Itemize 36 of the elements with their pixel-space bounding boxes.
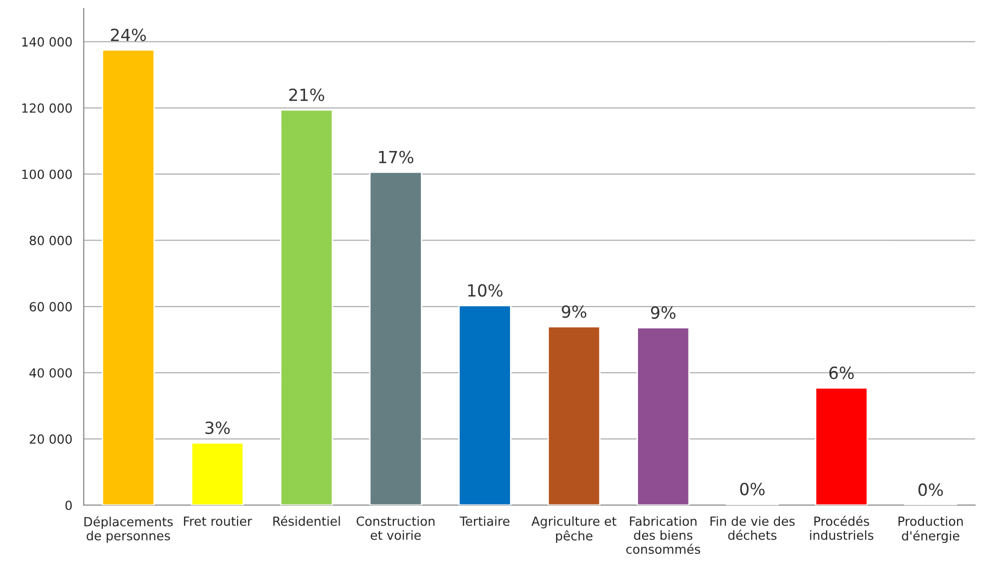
annotation: 6% bbox=[829, 366, 854, 380]
bar bbox=[102, 49, 155, 506]
x-tick-label: Résidentiel bbox=[273, 516, 340, 526]
y-tick-label: 40 000 bbox=[29, 368, 72, 378]
annotation: 0% bbox=[740, 482, 765, 496]
y-tick-label: 20 000 bbox=[30, 434, 72, 444]
y-tick-label: 120 000 bbox=[22, 103, 72, 113]
annotation: 3% bbox=[205, 422, 230, 434]
x-tick-label: Construction et voirie bbox=[356, 516, 434, 540]
bar bbox=[369, 171, 422, 506]
x-tick-label: Tertiaire bbox=[460, 516, 510, 526]
x-tick-label: Fret routier bbox=[184, 516, 252, 526]
annotation: 9% bbox=[562, 305, 586, 318]
annotation: 17% bbox=[379, 150, 414, 164]
annotation: 9% bbox=[650, 306, 676, 319]
bar bbox=[280, 109, 334, 506]
y-tick-label: 80 000 bbox=[30, 236, 72, 246]
annotation: 10% bbox=[468, 284, 502, 297]
bar bbox=[458, 304, 512, 506]
y-tick-label: 0 bbox=[65, 500, 72, 510]
y-tick-label: 140 000 bbox=[22, 37, 72, 47]
annotation: 21% bbox=[289, 88, 324, 102]
x-tick-label: Agriculture et pêche bbox=[531, 516, 616, 543]
bar bbox=[814, 387, 868, 506]
x-tick-label: Fabrication des biens consommés bbox=[626, 516, 700, 554]
annotation: 0% bbox=[918, 483, 943, 496]
x-tick-label: Fin de vie des déchets bbox=[710, 516, 795, 540]
x-tick-label: Production d'énergie bbox=[898, 516, 963, 543]
x-tick-label: Procédés industriels bbox=[810, 516, 874, 540]
bar bbox=[547, 326, 601, 506]
x-tick-label: Déplacements de personnes bbox=[84, 516, 173, 543]
bar bbox=[636, 327, 690, 506]
annotation: 24% bbox=[110, 28, 146, 42]
y-tick-label: 60 000 bbox=[30, 302, 72, 312]
y-tick-label: 100 000 bbox=[22, 170, 72, 180]
bar bbox=[190, 442, 244, 506]
